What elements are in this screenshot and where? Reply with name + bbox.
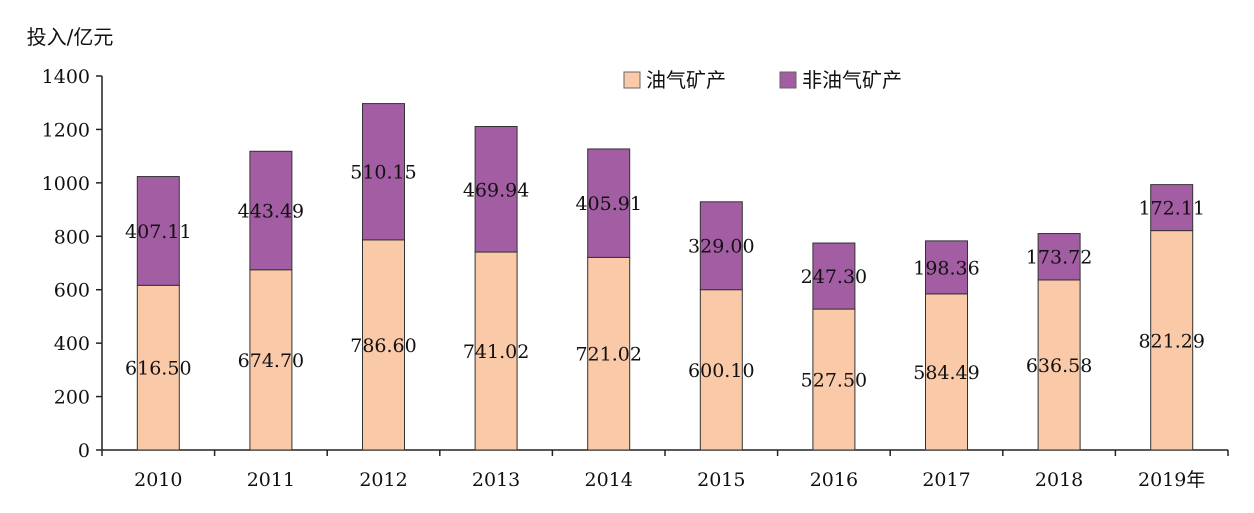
y-tick-label: 200 xyxy=(54,387,90,409)
x-tick-label: 2019年 xyxy=(1138,469,1205,491)
y-tick-label: 1200 xyxy=(42,119,90,141)
y-tick-label: 0 xyxy=(78,440,90,462)
bar-segment-non-oil-gas xyxy=(1037,233,1081,281)
data-label-non-oil-gas: 172.11 xyxy=(1138,198,1204,220)
y-tick-label: 400 xyxy=(54,333,90,355)
data-label-non-oil-gas: 329.00 xyxy=(688,236,754,258)
data-label-non-oil-gas: 443.49 xyxy=(238,201,304,223)
bar-segment-oil-gas xyxy=(925,293,968,451)
bar-segment-oil-gas xyxy=(474,251,518,451)
data-label-non-oil-gas: 247.30 xyxy=(801,266,867,288)
bar-segment-oil-gas xyxy=(362,239,405,451)
data-label-non-oil-gas: 173.72 xyxy=(1026,247,1092,269)
x-tick-label: 2017 xyxy=(922,469,970,491)
bar-segment-non-oil-gas xyxy=(249,150,293,271)
bars: 616.50 407.11 674.70 443.49 786.60 510.15 741.… xyxy=(125,103,1205,451)
x-tick-label: 2014 xyxy=(585,469,633,491)
data-label-oil-gas: 721.02 xyxy=(575,344,641,366)
bar-segment-oil-gas xyxy=(136,284,180,451)
data-label-oil-gas: 674.70 xyxy=(238,350,304,372)
bar-segment-oil-gas xyxy=(249,269,293,451)
x-tick-label: 2016 xyxy=(810,469,858,491)
legend-label-non-oil-gas: 非油气矿产 xyxy=(802,68,902,92)
bar-segment-non-oil-gas xyxy=(362,103,405,241)
legend-label-oil-gas: 油气矿产 xyxy=(646,68,726,92)
legend-swatch-oil-gas xyxy=(623,71,641,89)
bar-segment-non-oil-gas xyxy=(925,240,968,295)
data-label-oil-gas: 636.58 xyxy=(1026,355,1092,377)
data-label-oil-gas: 527.50 xyxy=(801,370,867,392)
data-label-oil-gas: 786.60 xyxy=(350,335,416,357)
data-label-oil-gas: 584.49 xyxy=(913,362,979,384)
x-tick-label: 2011 xyxy=(247,469,295,491)
data-label-non-oil-gas: 405.91 xyxy=(575,193,641,215)
x-tick-label: 2013 xyxy=(472,469,520,491)
x-tick-label: 2018 xyxy=(1035,469,1083,491)
x-tick-label: 2012 xyxy=(359,469,407,491)
legend-swatch-non-oil-gas xyxy=(779,71,797,89)
x-tick-label: 2015 xyxy=(697,469,745,491)
data-label-oil-gas: 600.10 xyxy=(688,360,754,382)
bar-segment-non-oil-gas xyxy=(136,176,180,286)
y-tick-label: 600 xyxy=(54,280,90,302)
bar-segment-oil-gas xyxy=(587,256,631,451)
bar-segment-non-oil-gas xyxy=(812,242,856,310)
data-label-oil-gas: 821.29 xyxy=(1138,330,1204,352)
bar-segment-oil-gas xyxy=(1150,230,1194,451)
legend: 油气矿产 非油气矿产 xyxy=(623,68,902,92)
data-label-non-oil-gas: 407.11 xyxy=(125,221,191,243)
data-label-oil-gas: 741.02 xyxy=(463,341,529,363)
bar-segment-non-oil-gas xyxy=(699,201,743,291)
y-tick-label: 800 xyxy=(54,226,90,248)
data-label-non-oil-gas: 198.36 xyxy=(913,257,979,279)
data-label-oil-gas: 616.50 xyxy=(125,358,191,380)
axes: 0 200 400 600 800 1000 1200 1400 2010 2011 2012 201… xyxy=(42,66,1229,491)
bar-segment-oil-gas xyxy=(1037,279,1081,451)
x-tick-label: 2010 xyxy=(134,469,182,491)
bar-segment-oil-gas xyxy=(812,308,856,451)
y-tick-label: 1400 xyxy=(42,66,90,88)
y-tick-label: 1000 xyxy=(42,173,90,195)
y-axis-label: 投入/亿元 xyxy=(27,25,114,49)
bar-segment-oil-gas xyxy=(699,289,743,451)
bar-segment-non-oil-gas xyxy=(1150,184,1194,232)
bar-segment-non-oil-gas xyxy=(587,148,631,258)
data-label-non-oil-gas: 510.15 xyxy=(350,162,416,184)
bar-segment-non-oil-gas xyxy=(474,126,518,253)
data-label-non-oil-gas: 469.94 xyxy=(463,179,529,201)
